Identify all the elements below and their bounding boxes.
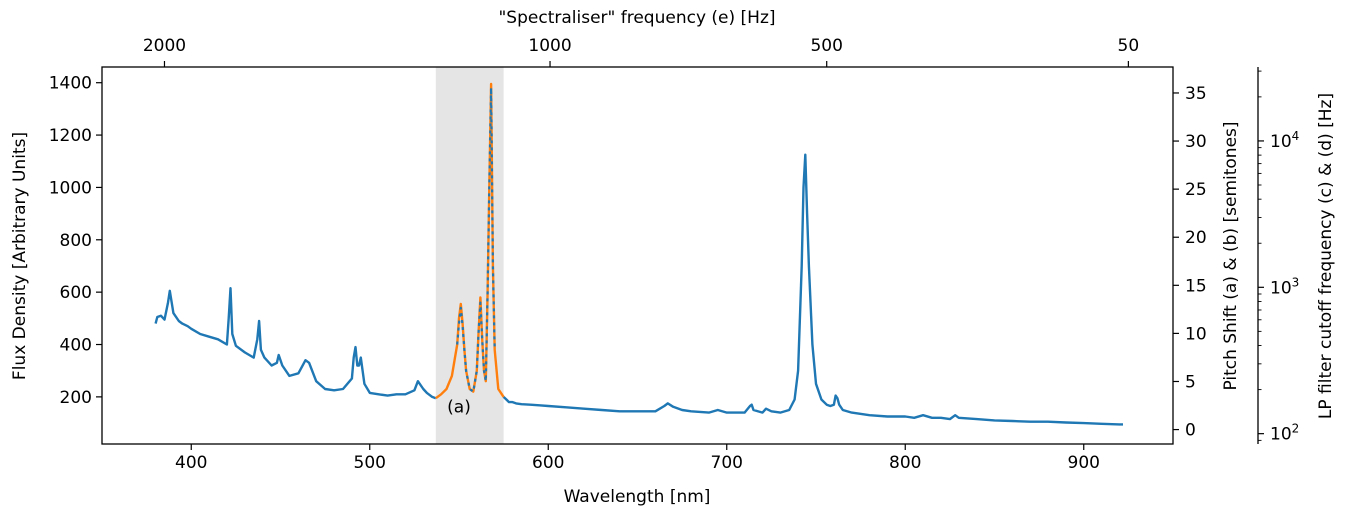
series-layer: [154, 82, 1123, 426]
pitch-axis: 0 5 10 15 20 25 30 35: [1173, 84, 1207, 441]
y-tick-label: 200: [60, 388, 92, 408]
top-axis-label: "Spectraliser" frequency (e) [Hz]: [498, 8, 775, 28]
pitch-tick-label: 5: [1185, 372, 1196, 392]
cutoff-tick-label: 102: [1270, 422, 1299, 445]
y-tick-label: 1200: [49, 126, 92, 146]
left-axis: 200 400 600 800 1000 1200 1400: [49, 74, 102, 408]
series-line-0: [154, 287, 437, 400]
x-tick-label: 500: [354, 453, 386, 473]
x-tick-label: 900: [1068, 453, 1100, 473]
series-line-1: [502, 153, 1123, 426]
pitch-tick-label: 0: [1185, 421, 1196, 441]
x-tick-label: 600: [532, 453, 564, 473]
pitch-tick-label: 25: [1185, 180, 1207, 200]
plot-frame: [101, 66, 1174, 445]
series-line-3: [456, 86, 496, 393]
x-tick-label: 700: [711, 453, 743, 473]
y-axis-label: Flux Density [Arbitrary Units]: [10, 132, 30, 380]
x-tick-label: 800: [889, 453, 921, 473]
y-tick-label: 600: [60, 283, 92, 303]
y-tick-label: 1000: [49, 178, 92, 198]
bottom-axis: 400 500 600 700 800 900: [175, 444, 1100, 473]
y-tick-label: 1400: [49, 74, 92, 94]
annotation-label: (a): [447, 398, 471, 418]
pitch-tick-label: 35: [1185, 84, 1207, 104]
top-tick-label: 1000: [528, 36, 571, 56]
pitch-tick-label: 30: [1185, 132, 1207, 152]
pitch-axis-label: Pitch Shift (a) & (b) [semitones]: [1221, 121, 1241, 390]
top-tick-label: 50: [1118, 36, 1140, 56]
pitch-tick-label: 20: [1185, 228, 1207, 248]
pitch-tick-label: 10: [1185, 324, 1207, 344]
top-tick-label: 500: [810, 36, 842, 56]
x-tick-label: 400: [175, 453, 207, 473]
cutoff-tick-label: 103: [1270, 275, 1299, 298]
cutoff-axis-label: LP filter cutoff frequency (c) & (d) [Hz…: [1316, 93, 1336, 419]
top-axis: 2000 1000 500 50: [143, 36, 1139, 67]
pitch-tick-label: 15: [1185, 276, 1207, 296]
y-tick-label: 800: [60, 231, 92, 251]
y-tick-label: 400: [60, 336, 92, 356]
top-tick-label: 2000: [143, 36, 186, 56]
cutoff-axis: 102 103 104: [1258, 70, 1299, 445]
cutoff-tick-label: 104: [1270, 129, 1299, 152]
x-axis-label: Wavelength [nm]: [564, 487, 711, 507]
